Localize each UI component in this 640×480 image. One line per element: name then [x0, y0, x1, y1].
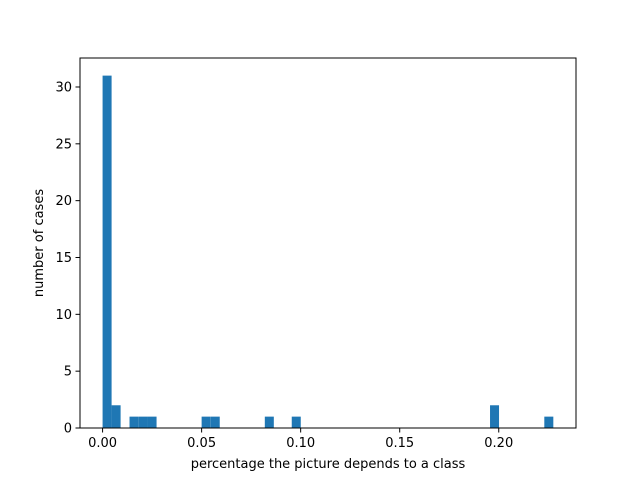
histogram-bar-2 [129, 416, 139, 428]
y-tick-label-5: 25 [55, 137, 72, 152]
y-tick-label-0: 0 [64, 422, 72, 437]
histogram-bar-6 [210, 416, 220, 428]
y-axis-label: number of cases [32, 189, 47, 297]
y-tick-label-4: 20 [55, 194, 72, 209]
x-tick-label-2: 0.10 [286, 436, 315, 451]
histogram-bar-5 [201, 416, 211, 428]
bars-group [102, 75, 554, 429]
histogram-bar-10 [544, 416, 554, 428]
plot-frame [79, 57, 577, 429]
histogram-bar-8 [291, 416, 301, 428]
x-tick-label-1: 0.05 [187, 436, 216, 451]
y-tick-label-3: 15 [55, 251, 72, 266]
y-tick-label-1: 5 [64, 365, 72, 380]
histogram-bar-0 [102, 75, 112, 429]
x-tick-label-0: 0.00 [88, 436, 117, 451]
histogram-bar-4 [147, 416, 157, 428]
x-axis-label: percentage the picture depends to a clas… [191, 457, 466, 472]
x-tick-label-3: 0.15 [385, 436, 414, 451]
histogram-bar-1 [111, 405, 121, 428]
histogram-bar-3 [138, 416, 148, 428]
y-tick-label-6: 30 [55, 80, 72, 95]
histogram-bar-9 [490, 405, 500, 428]
ticks-group: 0.00 0.05 0.10 0.15 0.20 0 5 10 15 20 25 30 [55, 80, 513, 451]
y-tick-label-2: 10 [55, 308, 72, 323]
x-tick-label-4: 0.20 [484, 436, 513, 451]
histogram-bar-7 [264, 416, 274, 428]
